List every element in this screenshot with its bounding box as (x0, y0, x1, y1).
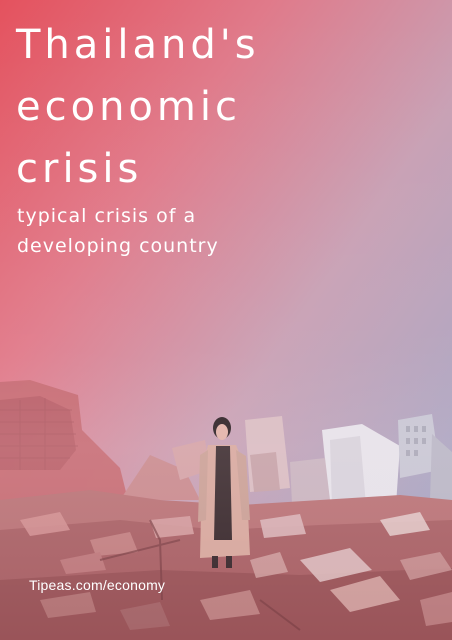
poster-title: Thailand's economic crisis (16, 14, 260, 200)
title-line-1: Thailand's (16, 22, 260, 68)
title-line-3: crisis (16, 146, 143, 192)
title-line-2: economic (16, 84, 241, 130)
subtitle-line-2: developing country (17, 235, 219, 257)
standing-woman-figure (198, 417, 250, 568)
footer-url-link[interactable]: Tipeas.com/economy (29, 577, 166, 593)
poster-subtitle: typical crisis of a developing country (17, 201, 219, 261)
left-wall-ruins (0, 380, 128, 510)
right-building-ruins (290, 414, 452, 510)
subtitle-line-1: typical crisis of a (17, 205, 197, 227)
